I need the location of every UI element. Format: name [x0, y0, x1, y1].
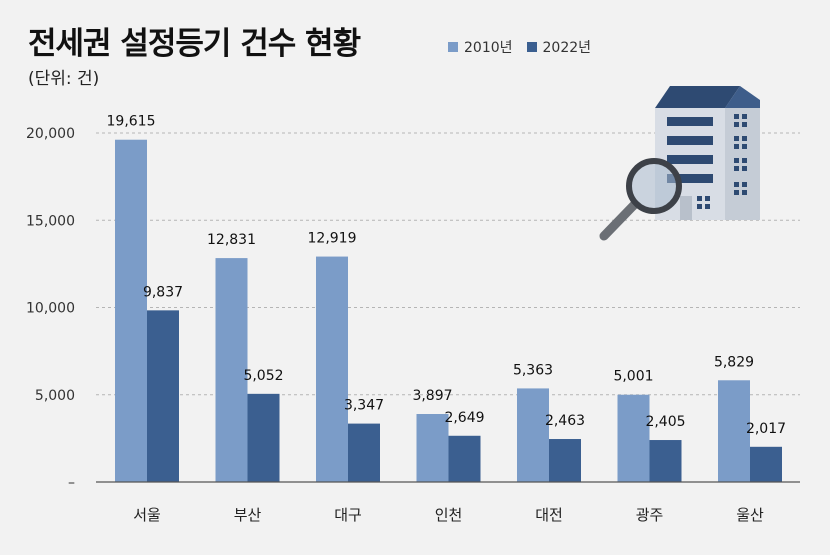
legend-swatch-2010: [448, 42, 458, 52]
bar-2010: [215, 258, 248, 482]
x-tick-label: 인천: [435, 506, 463, 524]
legend-item-2022: 2022년: [526, 37, 592, 57]
bar-2010: [517, 388, 549, 482]
data-label: 3,897: [412, 388, 452, 404]
data-label: 5,829: [714, 354, 754, 370]
bar-2010: [416, 413, 449, 482]
data-label: 19,615: [107, 114, 156, 130]
legend-label-2010: 2010년: [464, 40, 513, 56]
legend-label-2022: 2022년: [542, 40, 592, 56]
bar-2010: [316, 256, 348, 482]
y-tick-label: 10,000: [26, 301, 75, 317]
bar-2022: [348, 423, 380, 482]
unit-label: (단위: 건): [28, 69, 100, 89]
bar-2022: [649, 440, 682, 482]
data-label: 2,463: [545, 413, 585, 429]
x-tick-label: 대전: [535, 506, 563, 524]
bar-2022: [147, 310, 179, 482]
y-tick-label: 20,000: [26, 126, 75, 142]
bar-2022: [448, 435, 481, 482]
bar-2010: [617, 394, 650, 482]
y-tick-label: 5,000: [35, 388, 75, 404]
data-label: 5,052: [243, 368, 283, 384]
data-label: 12,831: [207, 232, 256, 248]
bar-2022: [549, 439, 581, 482]
data-label: 5,363: [513, 362, 553, 378]
data-label: 2,649: [444, 410, 484, 426]
data-labels: 19,615 9,837 12,831 5,052 12,919 3,347 3,897 2,…: [107, 114, 787, 437]
legend-swatch-2022: [526, 42, 537, 52]
bar-2022: [247, 393, 280, 482]
building-with-magnifier-icon: [599, 86, 760, 241]
y-tick-label: –: [68, 475, 75, 491]
data-label: 2,405: [645, 414, 685, 430]
data-label: 9,837: [143, 284, 183, 300]
axes: – 5,000 10,000 15,000 20,000 서울 부산 대구 인천 대전 광주 울산: [26, 126, 800, 524]
x-tick-label: 부산: [234, 506, 262, 524]
data-label: 3,347: [344, 398, 384, 414]
bar-2010: [115, 139, 147, 482]
data-label: 2,017: [746, 421, 786, 437]
bars: [115, 139, 782, 482]
bar-2022: [750, 446, 782, 482]
y-tick-label: 15,000: [26, 213, 75, 229]
data-label: 12,919: [308, 231, 357, 247]
legend-item-2010: 2010년: [448, 37, 513, 57]
x-tick-label: 광주: [636, 506, 664, 524]
legend: 2010년 2022년: [448, 37, 591, 57]
x-tick-label: 대구: [334, 506, 362, 524]
x-tick-label: 서울: [133, 506, 161, 524]
x-tick-label: 울산: [736, 506, 764, 524]
bar-2010: [718, 380, 750, 482]
data-label: 5,001: [613, 369, 653, 385]
chart-title: 전세권 설정등기 건수 현황: [28, 26, 361, 62]
